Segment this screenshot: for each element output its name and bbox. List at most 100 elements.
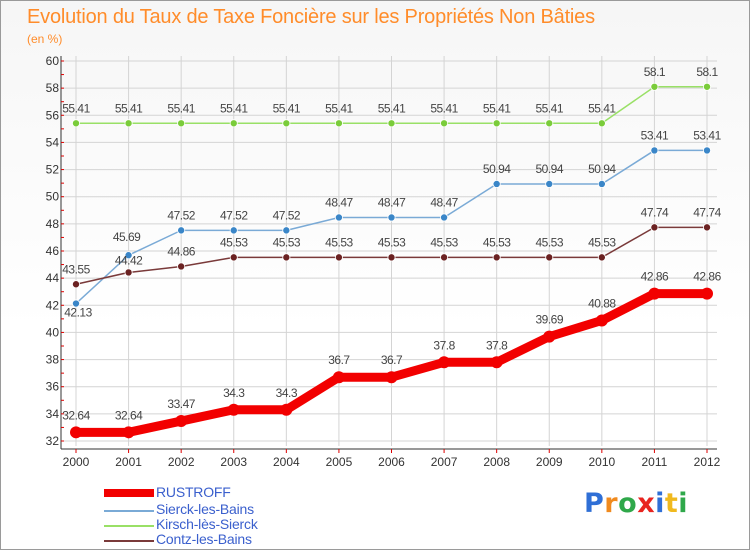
data-point [282,119,291,128]
proxiti-logo: Proxiti [584,488,688,519]
legend-swatch-sierck [104,510,154,512]
data-point [175,415,188,428]
data-label: 43.55 [62,262,90,276]
data-label: 45.53 [325,235,353,249]
logo-letter: i [655,488,665,519]
logo-letter: o [618,488,638,519]
data-label: 37.8 [486,338,508,352]
x-tick-label: 2005 [326,455,353,469]
data-point [229,119,238,128]
data-point [490,356,503,369]
series-layer [70,82,713,439]
data-label: 47.52 [220,208,248,222]
data-labels: 32.64 32.64 33.47 34.3 34.3 36.7 36.7 37.8 37.8 3… [62,65,722,423]
data-point [72,299,81,308]
x-tick-label: 2011 [642,455,668,469]
data-point [701,287,713,300]
data-point [332,371,345,384]
data-point [72,119,81,128]
y-tick-label: 42 [46,298,60,312]
data-point [334,119,343,128]
data-point [282,253,291,262]
data-label: 50.94 [483,162,511,176]
data-point [122,426,135,439]
data-point [597,179,606,188]
data-point [650,82,659,91]
logo-letter: i [678,488,689,519]
data-label: 45.53 [273,235,301,249]
x-tick-label: 2006 [378,455,405,469]
data-label: 45.69 [113,230,141,244]
data-label: 53.41 [693,128,721,142]
data-label: 48.47 [430,195,458,209]
data-point [227,403,240,416]
legend-swatch-contz [104,540,154,542]
legend-swatch-kirsch [104,525,154,527]
data-point [387,119,396,128]
data-point [124,251,133,260]
legend-label-contz: Contz-les-Bains [156,531,252,547]
logo-letter: x [637,488,656,519]
y-tick-label: 52 [46,163,60,177]
data-point [177,262,186,271]
data-label: 55.41 [273,101,301,115]
data-label: 58.1 [644,65,666,79]
data-label: 55.41 [430,101,458,115]
data-point [543,330,556,343]
axes: 32 34 36 38 40 42 44 46 48 50 52 54 56 58 60 2000 2001 20… [46,54,721,469]
x-tick-label: 2008 [483,455,510,469]
data-label: 45.53 [588,235,616,249]
data-label: 42.86 [641,270,669,284]
x-tick-label: 2003 [220,455,247,469]
logo-letter: t [664,488,679,519]
x-tick-label: 2002 [168,455,195,469]
data-point [229,253,238,262]
data-label: 53.41 [641,128,669,142]
y-tick-label: 48 [46,217,60,231]
y-tick-label: 56 [46,108,60,122]
data-point [70,426,82,439]
chart-title: Evolution du Taux de Taxe Foncière sur l… [27,6,595,28]
data-point [545,119,554,128]
y-tick-label: 58 [46,81,60,95]
data-point [648,287,661,300]
data-point [492,253,501,262]
data-point [440,253,449,262]
data-label: 55.41 [115,101,143,115]
data-label: 55.41 [325,101,353,115]
legend-label-sierck: Sierck-les-Bains [156,501,254,517]
data-point [492,119,501,128]
data-point [124,268,133,277]
x-tick-label: 2007 [431,455,458,469]
data-point [438,356,451,369]
data-point [440,213,449,222]
x-tick-label: 2000 [63,455,90,469]
data-label: 39.69 [535,313,563,327]
data-label: 36.7 [328,353,350,367]
data-point [492,179,501,188]
x-tick-label: 2004 [273,455,300,469]
y-tick-label: 44 [46,271,60,285]
legend-swatch-rustroff [104,489,154,497]
data-label: 45.53 [430,235,458,249]
data-label: 55.41 [588,101,616,115]
data-point [545,253,554,262]
data-label: 44.86 [167,244,195,258]
data-point [177,226,186,235]
data-label: 55.41 [62,101,90,115]
data-label: 55.41 [167,101,195,115]
data-label: 55.41 [378,101,406,115]
y-tick-label: 40 [46,325,60,339]
y-tick-label: 32 [46,434,60,448]
data-label: 47.74 [693,205,721,219]
data-point [229,226,238,235]
data-label: 36.7 [381,353,403,367]
y-tick-label: 36 [46,380,60,394]
data-label: 55.41 [220,101,248,115]
data-point [177,119,186,128]
data-point [280,403,293,416]
data-point [545,179,554,188]
data-label: 47.74 [641,205,669,219]
